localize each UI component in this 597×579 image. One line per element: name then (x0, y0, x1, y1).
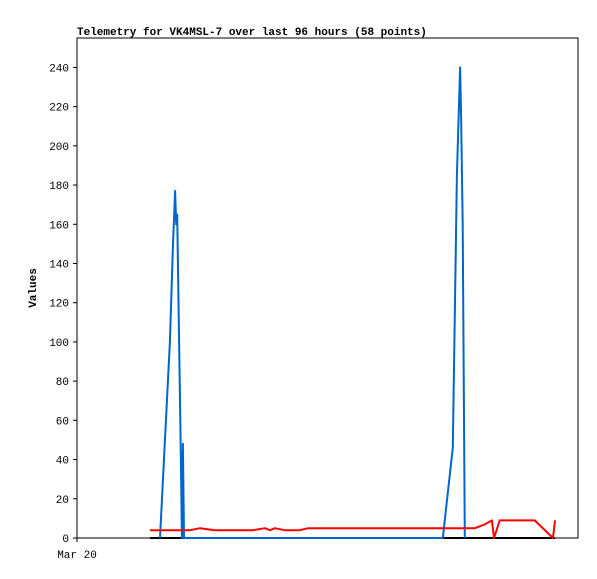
y-tick-label: 180 (49, 181, 69, 193)
y-tick-label: 120 (49, 299, 69, 311)
y-tick-label: 220 (49, 103, 69, 115)
x-tick-label: Mar 20 (57, 550, 97, 562)
y-tick-label: 240 (49, 63, 69, 75)
series-line (159, 66, 466, 539)
y-tick-label: 160 (49, 220, 69, 232)
series-line (150, 519, 556, 539)
y-tick-label: 0 (62, 534, 69, 546)
y-tick-label: 200 (49, 142, 69, 154)
y-tick-label: 100 (49, 338, 69, 350)
y-tick-label: 40 (56, 456, 69, 468)
y-tick-label: 20 (56, 495, 69, 507)
y-tick-label: 80 (56, 377, 69, 389)
y-tick-label: 60 (56, 416, 69, 428)
chart-title: Telemetry for VK4MSL-7 over last 96 hour… (77, 27, 427, 39)
y-axis-label: Values (28, 268, 40, 308)
y-tick-label: 140 (49, 259, 69, 271)
